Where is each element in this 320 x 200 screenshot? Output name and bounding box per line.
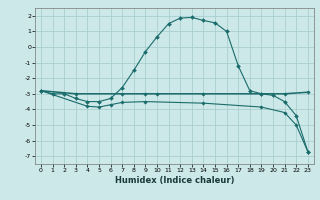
- X-axis label: Humidex (Indice chaleur): Humidex (Indice chaleur): [115, 176, 234, 185]
